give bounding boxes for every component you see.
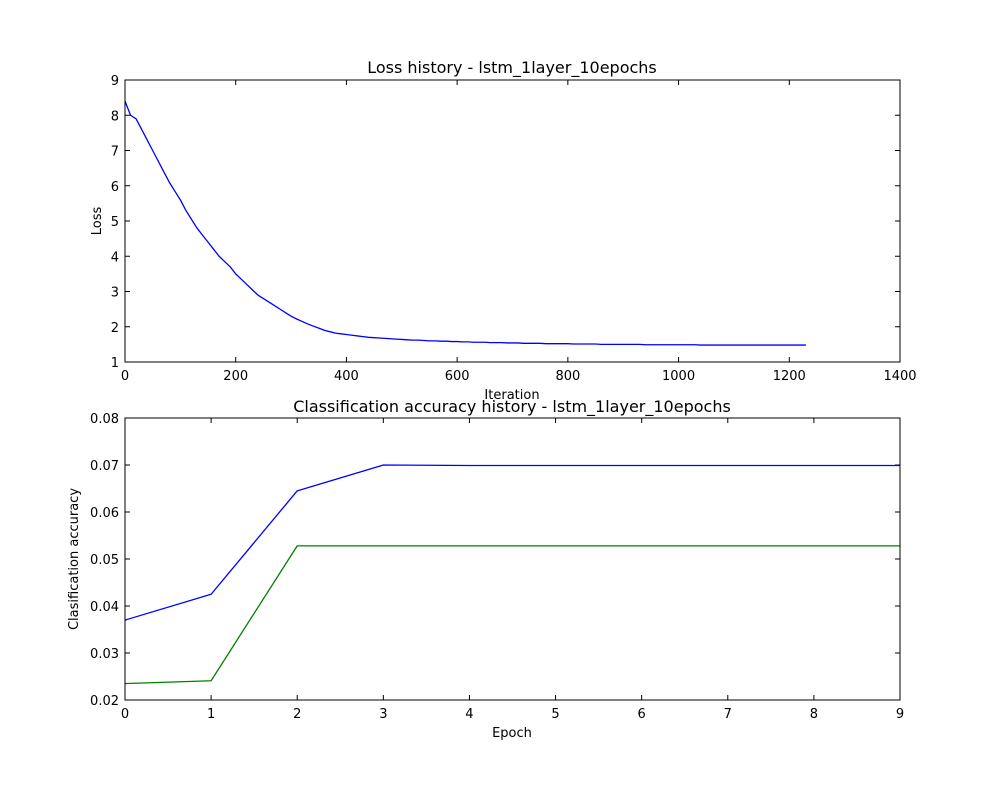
loss-series-lines xyxy=(124,100,806,346)
accuracy-x-tick-label: 2 xyxy=(293,707,301,722)
accuracy-x-tick-label: 5 xyxy=(551,707,559,722)
loss-x-tick-label: 1000 xyxy=(662,369,695,384)
accuracy-history-axes: Classification accuracy history - lstm_1… xyxy=(67,397,904,741)
loss-axis-ticks: 0 200 400 600 800 1000 1200 1400 1 2 3 4 5 6 7 8 9 xyxy=(111,74,917,384)
loss-x-tick-label: 600 xyxy=(445,369,470,384)
accuracy-plot-frame xyxy=(124,417,901,701)
accuracy-y-tick-label: 0.06 xyxy=(90,506,119,521)
loss-x-tick-label: 200 xyxy=(223,369,248,384)
loss-y-tick-label: 3 xyxy=(111,286,119,301)
accuracy-x-tick-label: 9 xyxy=(896,707,904,722)
loss-y-axis-label: Loss xyxy=(90,207,105,236)
loss-y-tick-label: 8 xyxy=(111,109,119,124)
loss-plot-frame xyxy=(124,79,901,363)
loss-series-line-0 xyxy=(124,100,806,346)
accuracy-y-tick-label: 0.08 xyxy=(90,412,119,427)
loss-x-tick-label: 1400 xyxy=(883,369,916,384)
loss-y-tick-label: 6 xyxy=(111,180,119,195)
accuracy-chart-title: Classification accuracy history - lstm_1… xyxy=(293,397,731,417)
loss-y-tick-label: 1 xyxy=(111,356,119,371)
loss-y-tick-label: 9 xyxy=(111,74,119,89)
accuracy-y-axis-label: Clasification accuracy xyxy=(67,488,82,630)
accuracy-y-tick-label: 0.03 xyxy=(90,647,119,662)
loss-x-axis-label: Iteration xyxy=(484,388,539,403)
accuracy-x-tick-label: 3 xyxy=(379,707,387,722)
loss-y-tick-label: 5 xyxy=(111,215,119,230)
accuracy-x-tick-label: 1 xyxy=(207,707,215,722)
loss-x-tick-label: 800 xyxy=(555,369,580,384)
accuracy-x-tick-label: 4 xyxy=(465,707,473,722)
accuracy-x-tick-label: 8 xyxy=(810,707,818,722)
accuracy-x-axis-label: Epoch xyxy=(492,726,532,741)
loss-x-tick-label: 1200 xyxy=(773,369,806,384)
accuracy-series-lines xyxy=(124,464,900,685)
loss-y-tick-label: 2 xyxy=(111,321,119,336)
accuracy-y-tick-label: 0.07 xyxy=(90,459,119,474)
accuracy-y-tick-label: 0.05 xyxy=(90,553,119,568)
accuracy-axis-ticks: 0 1 2 3 4 5 6 7 8 9 0.02 0.03 0.04 0.05 0.06 0.07 0.08 xyxy=(90,412,904,722)
accuracy-x-tick-label: 0 xyxy=(121,707,129,722)
loss-x-tick-label: 400 xyxy=(334,369,359,384)
loss-y-tick-label: 7 xyxy=(111,145,119,160)
accuracy-x-tick-label: 6 xyxy=(638,707,646,722)
loss-y-tick-label: 4 xyxy=(111,250,119,265)
accuracy-y-tick-label: 0.04 xyxy=(90,600,119,615)
loss-x-tick-label: 0 xyxy=(121,369,129,384)
accuracy-x-tick-label: 7 xyxy=(724,707,732,722)
accuracy-y-tick-label: 0.02 xyxy=(90,694,119,709)
loss-history-axes: Loss history - lstm_1layer_10epochs Iter… xyxy=(90,58,917,403)
loss-chart-title: Loss history - lstm_1layer_10epochs xyxy=(367,58,657,78)
accuracy-series-line-1 xyxy=(124,545,900,685)
accuracy-series-line-0 xyxy=(124,464,900,621)
